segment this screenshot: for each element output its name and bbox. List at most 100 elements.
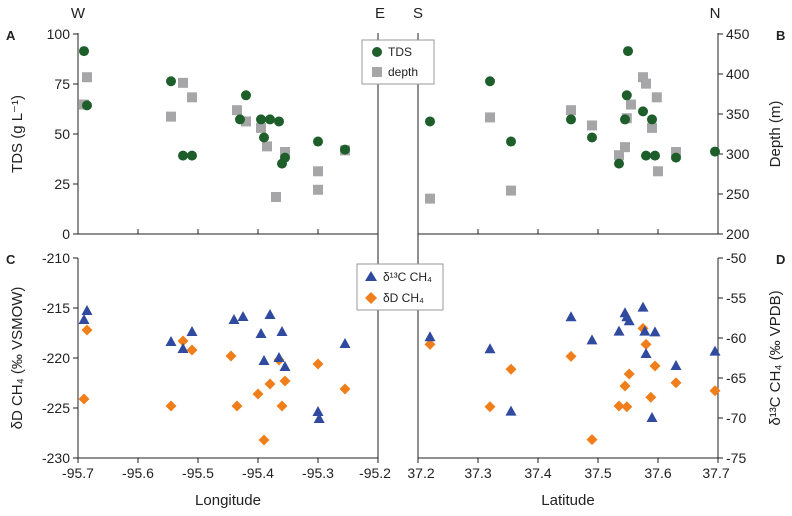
dd-ch4-point — [424, 338, 436, 350]
d13c-ch4-point — [258, 355, 270, 365]
tick-label-c-y: -225 — [42, 400, 70, 416]
tick-label-latitude: 37.7 — [702, 465, 729, 481]
dd-ch4-point — [186, 344, 198, 356]
tick-label-c-y: -215 — [42, 300, 70, 316]
tds-point — [259, 132, 269, 143]
dd-ch4-point — [670, 377, 682, 389]
dd-ch4-point — [252, 388, 264, 400]
depth-point — [241, 116, 251, 127]
tds-point — [620, 114, 630, 125]
d13c-ch4-point — [709, 345, 721, 356]
d13c-ch4-point — [670, 360, 682, 370]
tick-label-longitude: -95.7 — [62, 465, 94, 481]
tick-label-b-y: 450 — [726, 26, 750, 42]
tick-label-d-y: -60 — [726, 330, 746, 346]
tick-label-b-y: 400 — [726, 66, 750, 82]
tick-label-a-y: 100 — [47, 26, 71, 42]
depth-point — [626, 99, 636, 110]
dd-ch4-point — [78, 393, 90, 405]
depth-point — [651, 92, 662, 103]
d13c-ch4-point — [649, 326, 661, 337]
tick-label-a-y: 75 — [54, 76, 70, 92]
d13c-ch4-point — [313, 413, 325, 423]
d13c-ch4-point — [255, 328, 267, 338]
legend-d13c-marker — [365, 271, 377, 281]
depth-point — [280, 146, 290, 157]
tick-label-latitude: 37.4 — [524, 465, 551, 481]
tick-label-b-y: 350 — [726, 106, 750, 122]
tick-label-d-y: -70 — [726, 410, 746, 426]
depth-point — [620, 142, 630, 153]
dd-ch4-point — [505, 363, 517, 375]
panel-label-a: A — [6, 28, 16, 43]
depth-point — [653, 166, 663, 177]
d13c-ch4-point — [623, 315, 635, 326]
dd-ch4-point — [640, 338, 652, 350]
d13c-ch4-point — [640, 348, 652, 358]
data-marks — [78, 46, 721, 446]
d13c-ch4-point — [186, 326, 198, 336]
depth-point — [82, 72, 92, 83]
dd-ch4-point — [565, 350, 577, 362]
tick-label-a-y: 50 — [54, 126, 70, 142]
depth-point — [485, 112, 495, 123]
legend-d13c-label: δ¹³C CH₄ — [383, 270, 432, 284]
tds-point — [425, 116, 435, 127]
depth-point — [587, 120, 597, 131]
tick-label-b-y: 200 — [726, 226, 750, 242]
tick-label-d-y: -50 — [726, 250, 746, 266]
depth-point — [262, 141, 272, 152]
tds-point — [587, 132, 597, 143]
compass-w: W — [71, 5, 86, 22]
tick-label-longitude: -95.3 — [302, 465, 334, 481]
y-axis-label-depth: Depth (m) — [767, 101, 784, 168]
dd-ch4-point — [276, 400, 288, 412]
tds-point — [614, 158, 624, 169]
d13c-ch4-point — [646, 412, 658, 422]
legend-bottom: δ¹³C CH₄ δD CH₄ — [356, 263, 444, 311]
d13c-ch4-point — [637, 301, 649, 312]
dd-ch4-point — [619, 380, 631, 392]
depth-point — [614, 150, 624, 161]
tds-point — [235, 114, 245, 125]
depth-point — [271, 192, 281, 203]
depth-point — [187, 92, 197, 103]
depth-point — [166, 111, 176, 122]
d13c-ch4-point — [312, 406, 324, 416]
d13c-ch4-point — [81, 305, 93, 315]
depth-point — [638, 72, 648, 83]
tick-label-longitude: -95.5 — [182, 465, 214, 481]
tick-label-longitude: -95.4 — [242, 465, 274, 481]
d13c-ch4-point — [165, 336, 177, 346]
dd-ch4-point — [709, 385, 721, 397]
tick-label-latitude: 37.3 — [464, 465, 491, 481]
tds-point — [265, 114, 275, 125]
tds-point — [274, 116, 284, 127]
y-axis-label-tds: TDS (g L⁻¹) — [9, 95, 26, 173]
legend-depth-label: depth — [388, 65, 418, 79]
dd-ch4-point — [225, 350, 237, 362]
tds-point — [313, 136, 323, 147]
tds-point — [256, 114, 266, 125]
dd-ch4-point — [177, 335, 189, 347]
legend-dd-label: δD CH₄ — [383, 291, 424, 305]
tick-label-latitude: 37.2 — [407, 465, 434, 481]
depth-point — [671, 146, 681, 157]
tds-point — [241, 90, 251, 101]
dd-ch4-point — [586, 434, 598, 446]
d13c-ch4-point — [505, 405, 517, 416]
d13c-ch4-point — [276, 326, 288, 336]
d13c-ch4-point — [279, 361, 291, 371]
depth-point — [178, 77, 188, 88]
tick-marks — [73, 33, 723, 463]
d13c-ch4-point — [586, 334, 598, 345]
tds-point — [566, 114, 576, 125]
tds-point — [641, 150, 651, 161]
tds-point — [280, 152, 290, 163]
d13c-ch4-point — [273, 352, 285, 362]
y-axis-label-d13c: δ¹³C CH₄ (‰ VPDB) — [767, 290, 784, 425]
tds-point — [621, 90, 632, 101]
depth-point — [647, 122, 657, 133]
dd-ch4-point — [231, 400, 243, 412]
d13c-ch4-point — [639, 325, 651, 336]
